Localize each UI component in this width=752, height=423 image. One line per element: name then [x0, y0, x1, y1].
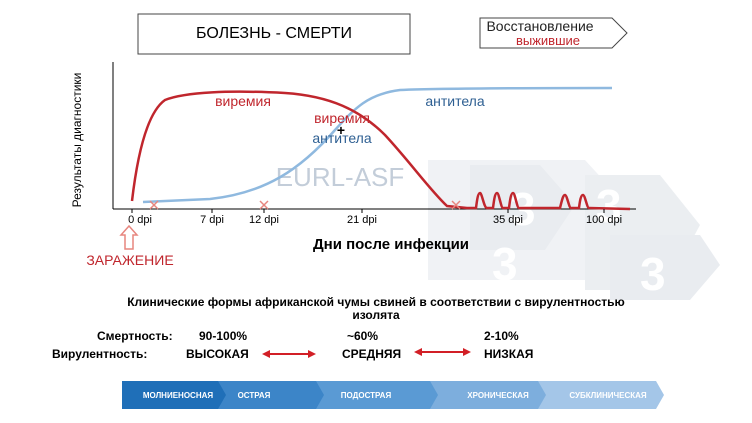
plus-sign: + — [337, 122, 345, 138]
form-label: СУБКЛИНИЧЕСКАЯ — [569, 391, 647, 400]
x-axis-label: Дни после инфекции — [313, 236, 469, 253]
marker-x-7dpi — [149, 200, 159, 210]
survivors-label: выжившие — [516, 33, 580, 48]
info-title: Клинические формы африканской чумы свине… — [0, 296, 752, 322]
tick-label: 35 dpi — [493, 214, 523, 226]
antibodies-label-1: антитела — [425, 93, 484, 109]
form-segment-3 — [316, 381, 444, 409]
mortality-mid: ~60% — [347, 329, 379, 343]
antibodies-label-2: антитела — [312, 130, 371, 146]
marker-x-12dpi — [259, 200, 269, 210]
virulence-high: ВЫСОКАЯ — [186, 347, 249, 361]
recovery-label: Восстановление — [486, 18, 593, 34]
mortality-low: 2-10% — [484, 329, 519, 343]
marker-x-death — [451, 200, 461, 210]
y-axis-label: Результаты диагностики — [70, 73, 84, 208]
background-logo: 3 3 3 3 — [428, 160, 720, 300]
infection-arrow-icon — [119, 224, 139, 250]
svg-text:3: 3 — [596, 180, 622, 232]
infection-label: ЗАРАЖЕНИЕ — [86, 252, 173, 268]
disease-death-box — [137, 13, 411, 55]
virulence-label: Вирулентность: — [52, 347, 148, 361]
double-arrow-left — [262, 350, 316, 358]
tick-label: 100 dpi — [586, 214, 622, 226]
tick-label: 12 dpi — [249, 214, 279, 226]
mortality-label: Смертность: — [97, 329, 173, 343]
form-segment-1 — [122, 381, 230, 409]
form-label: МОЛНИЕНОСНАЯ — [143, 391, 213, 400]
disease-death-label: БОЛЕЗНЬ - СМЕРТИ — [196, 25, 352, 42]
form-label: ПОДОСТРАЯ — [341, 391, 392, 400]
viremia-label-1: виремия — [215, 93, 271, 109]
tick-label: 21 dpi — [347, 214, 377, 226]
virulence-low: НИЗКАЯ — [484, 347, 534, 361]
info-title-line1: Клинические формы африканской чумы свине… — [127, 295, 625, 309]
info-title-line2: изолята — [352, 308, 400, 322]
viremia-curve — [130, 90, 631, 211]
recovery-arrow-box — [479, 17, 628, 49]
form-label: ОСТРАЯ — [238, 391, 271, 400]
form-label: ХРОНИЧЕСКАЯ — [467, 391, 529, 400]
tick-label: 0 dpi — [128, 214, 152, 226]
mortality-high: 90-100% — [199, 329, 248, 343]
clinical-forms-bar: МОЛНИЕНОСНАЯ ОСТРАЯ ПОДОСТРАЯ ХРОНИЧЕСКА… — [122, 381, 664, 409]
form-segment-5 — [538, 381, 664, 409]
viremia-label-2: виремия — [314, 110, 370, 126]
svg-text:3: 3 — [492, 238, 518, 290]
form-segment-4 — [430, 381, 548, 409]
svg-text:3: 3 — [640, 248, 666, 300]
double-arrow-right — [414, 348, 471, 356]
antibodies-curve — [142, 86, 613, 204]
tick-marks — [131, 209, 605, 213]
virulence-mid: СРЕДНЯЯ — [342, 347, 402, 361]
tick-label: 7 dpi — [200, 214, 224, 226]
form-segment-2 — [218, 381, 334, 409]
